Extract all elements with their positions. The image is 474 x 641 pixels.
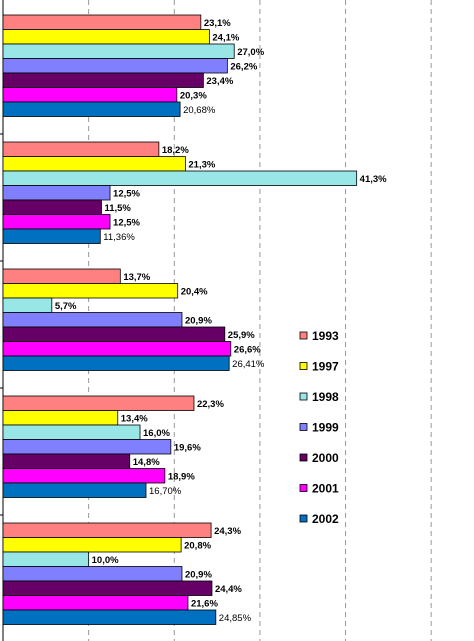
value-label: 23,1% xyxy=(204,18,231,29)
value-label: 12,5% xyxy=(113,217,140,228)
value-label: 18,2% xyxy=(162,145,189,156)
value-labels-layer: 23,1% 24,1% 27,0% 26,2% 23,4% 20,3% 20,68% 18,2… xyxy=(55,18,387,624)
bar-2001-group5 xyxy=(2,595,189,611)
bar-1999-group1 xyxy=(2,58,228,74)
bar-2001-group4 xyxy=(2,468,166,484)
value-label: 19,6% xyxy=(174,442,201,453)
value-label: 12,5% xyxy=(113,188,140,199)
legend-swatch-1993 xyxy=(299,331,308,340)
legend-swatch-1998 xyxy=(299,392,308,401)
bar-2002-group5 xyxy=(2,609,217,625)
value-label: 10,0% xyxy=(92,555,119,566)
value-label: 21,3% xyxy=(188,159,215,170)
legend-label-1998: 1998 xyxy=(312,390,339,404)
bar-1993-group3 xyxy=(2,268,121,284)
value-label: 11,5% xyxy=(104,203,131,214)
bar-2002-group3 xyxy=(2,355,230,371)
bar-2002-group1 xyxy=(2,101,181,117)
value-label: 26,41% xyxy=(232,359,265,370)
legend-label-2001: 2001 xyxy=(312,482,339,496)
bar-1998-group1 xyxy=(2,43,235,59)
bar-2000-group2 xyxy=(2,199,102,215)
bar-2000-group5 xyxy=(2,580,213,596)
legend-label-1999: 1999 xyxy=(312,421,339,435)
value-label: 20,9% xyxy=(185,315,212,326)
value-label: 14,8% xyxy=(133,457,160,468)
bar-1993-group1 xyxy=(2,14,202,30)
bar-2001-group3 xyxy=(2,341,232,357)
value-label: 20,3% xyxy=(180,90,207,101)
value-label: 24,4% xyxy=(215,584,242,595)
bars-layer xyxy=(2,14,358,625)
legend: 1993 1997 1998 1999 2000 2001 2002 xyxy=(299,329,339,526)
value-label: 16,0% xyxy=(143,428,170,439)
value-label: 26,6% xyxy=(234,344,261,355)
value-label: 24,3% xyxy=(214,526,241,537)
value-label: 27,0% xyxy=(237,47,264,58)
bar-2001-group1 xyxy=(2,87,178,103)
legend-swatch-2002 xyxy=(299,514,308,523)
bar-2000-group1 xyxy=(2,72,204,88)
bar-2002-group4 xyxy=(2,482,147,498)
bar-1993-group2 xyxy=(2,141,160,157)
bar-1999-group2 xyxy=(2,185,111,201)
value-label: 18,9% xyxy=(168,471,195,482)
legend-swatch-1997 xyxy=(299,362,308,370)
value-label: 20,4% xyxy=(181,286,208,297)
value-label: 5,7% xyxy=(55,301,77,312)
value-label: 20,9% xyxy=(185,569,212,580)
value-label: 26,2% xyxy=(230,61,257,72)
legend-label-1997: 1997 xyxy=(312,360,339,374)
bar-1999-group5 xyxy=(2,566,183,582)
legend-swatch-1999 xyxy=(299,423,308,431)
value-label: 20,68% xyxy=(183,105,216,116)
value-label: 24,85% xyxy=(219,613,252,624)
legend-label-2000: 2000 xyxy=(312,451,339,465)
bar-1997-group4 xyxy=(2,410,119,426)
value-label: 22,3% xyxy=(197,399,224,410)
legend-label-2002: 2002 xyxy=(312,512,339,526)
bar-2000-group4 xyxy=(2,453,131,469)
value-label: 16,70% xyxy=(149,486,182,497)
legend-label-1993: 1993 xyxy=(312,329,339,343)
bar-1993-group4 xyxy=(2,395,195,411)
value-label: 25,9% xyxy=(228,330,255,341)
value-label: 41,3% xyxy=(360,174,387,185)
bar-1997-group1 xyxy=(2,29,210,45)
bar-1998-group2 xyxy=(2,170,358,186)
value-label: 24,1% xyxy=(212,32,239,43)
legend-swatch-2001 xyxy=(299,484,308,492)
value-label: 21,6% xyxy=(191,598,218,609)
bar-2002-group2 xyxy=(2,228,101,244)
value-label: 23,4% xyxy=(206,76,233,87)
bar-1997-group3 xyxy=(2,283,179,299)
bar-1997-group5 xyxy=(2,537,182,553)
bar-1998-group5 xyxy=(2,551,90,567)
bar-1993-group5 xyxy=(2,522,212,538)
bar-2000-group3 xyxy=(2,326,226,342)
bar-1999-group4 xyxy=(2,439,172,455)
value-label: 13,7% xyxy=(123,272,150,283)
bar-1998-group3 xyxy=(2,297,53,313)
value-label: 20,8% xyxy=(184,540,211,551)
value-label: 13,4% xyxy=(121,413,148,424)
legend-swatch-2000 xyxy=(299,453,308,462)
bar-1999-group3 xyxy=(2,312,183,328)
value-label: 11,36% xyxy=(103,232,135,243)
bar-1998-group4 xyxy=(2,424,141,440)
bar-1997-group2 xyxy=(2,156,186,172)
bar-2001-group2 xyxy=(2,214,111,230)
